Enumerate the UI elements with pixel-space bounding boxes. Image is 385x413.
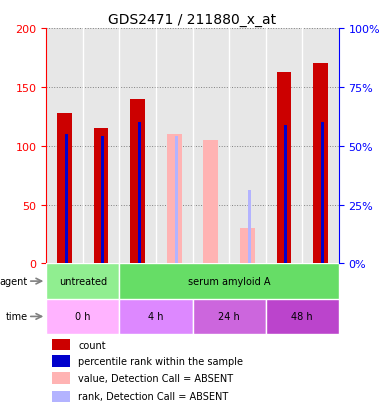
Text: 24 h: 24 h [218, 312, 240, 322]
Bar [156, 29, 192, 264]
Bar [101, 137, 104, 264]
Bar [229, 29, 266, 264]
Bar [266, 29, 302, 264]
Text: agent: agent [0, 276, 28, 286]
Text: GSM143729: GSM143729 [170, 268, 179, 319]
Bar [192, 29, 229, 264]
Bar [204, 140, 218, 264]
Text: 4 h: 4 h [148, 312, 164, 322]
Bar [57, 114, 72, 264]
Text: GSM143733: GSM143733 [316, 268, 325, 319]
Bar [167, 135, 181, 264]
FancyBboxPatch shape [46, 299, 119, 334]
Bar [65, 135, 68, 264]
Text: percentile rank within the sample: percentile rank within the sample [79, 356, 243, 366]
Bar [52, 391, 70, 402]
Bar [119, 29, 156, 264]
Bar [174, 137, 177, 264]
Bar [266, 29, 302, 264]
Text: rank, Detection Call = ABSENT: rank, Detection Call = ABSENT [79, 391, 229, 401]
Text: GSM143731: GSM143731 [243, 268, 252, 319]
Bar [276, 72, 291, 264]
Bar [240, 228, 255, 264]
Bar [130, 100, 145, 264]
Bar [302, 29, 339, 264]
Bar [119, 29, 156, 264]
Text: GSM143730: GSM143730 [206, 268, 215, 319]
Bar [284, 125, 287, 264]
Text: 48 h: 48 h [291, 312, 313, 322]
Bar [83, 29, 119, 264]
Title: GDS2471 / 211880_x_at: GDS2471 / 211880_x_at [109, 12, 276, 26]
Bar [138, 123, 141, 264]
FancyBboxPatch shape [192, 299, 266, 334]
Bar [83, 29, 119, 264]
Text: value, Detection Call = ABSENT: value, Detection Call = ABSENT [79, 373, 234, 383]
Bar [94, 129, 109, 264]
Text: serum amyloid A: serum amyloid A [188, 276, 270, 286]
Bar [52, 356, 70, 367]
FancyBboxPatch shape [119, 264, 339, 299]
Text: 0 h: 0 h [75, 312, 90, 322]
Bar [192, 29, 229, 264]
Bar [321, 123, 324, 264]
Bar [313, 64, 328, 264]
Text: count: count [79, 340, 106, 350]
Bar [248, 191, 251, 264]
FancyBboxPatch shape [119, 299, 192, 334]
Bar [229, 29, 266, 264]
Text: GSM143732: GSM143732 [280, 268, 288, 319]
Bar [52, 339, 70, 351]
Text: GSM143727: GSM143727 [97, 268, 105, 319]
Bar [46, 29, 83, 264]
Bar [302, 29, 339, 264]
Bar [52, 373, 70, 384]
FancyBboxPatch shape [46, 264, 119, 299]
Bar [156, 29, 192, 264]
Text: untreated: untreated [59, 276, 107, 286]
Text: GSM143728: GSM143728 [133, 268, 142, 319]
Text: GSM143726: GSM143726 [60, 268, 69, 319]
Text: time: time [6, 312, 28, 322]
FancyBboxPatch shape [266, 299, 339, 334]
Bar [46, 29, 83, 264]
